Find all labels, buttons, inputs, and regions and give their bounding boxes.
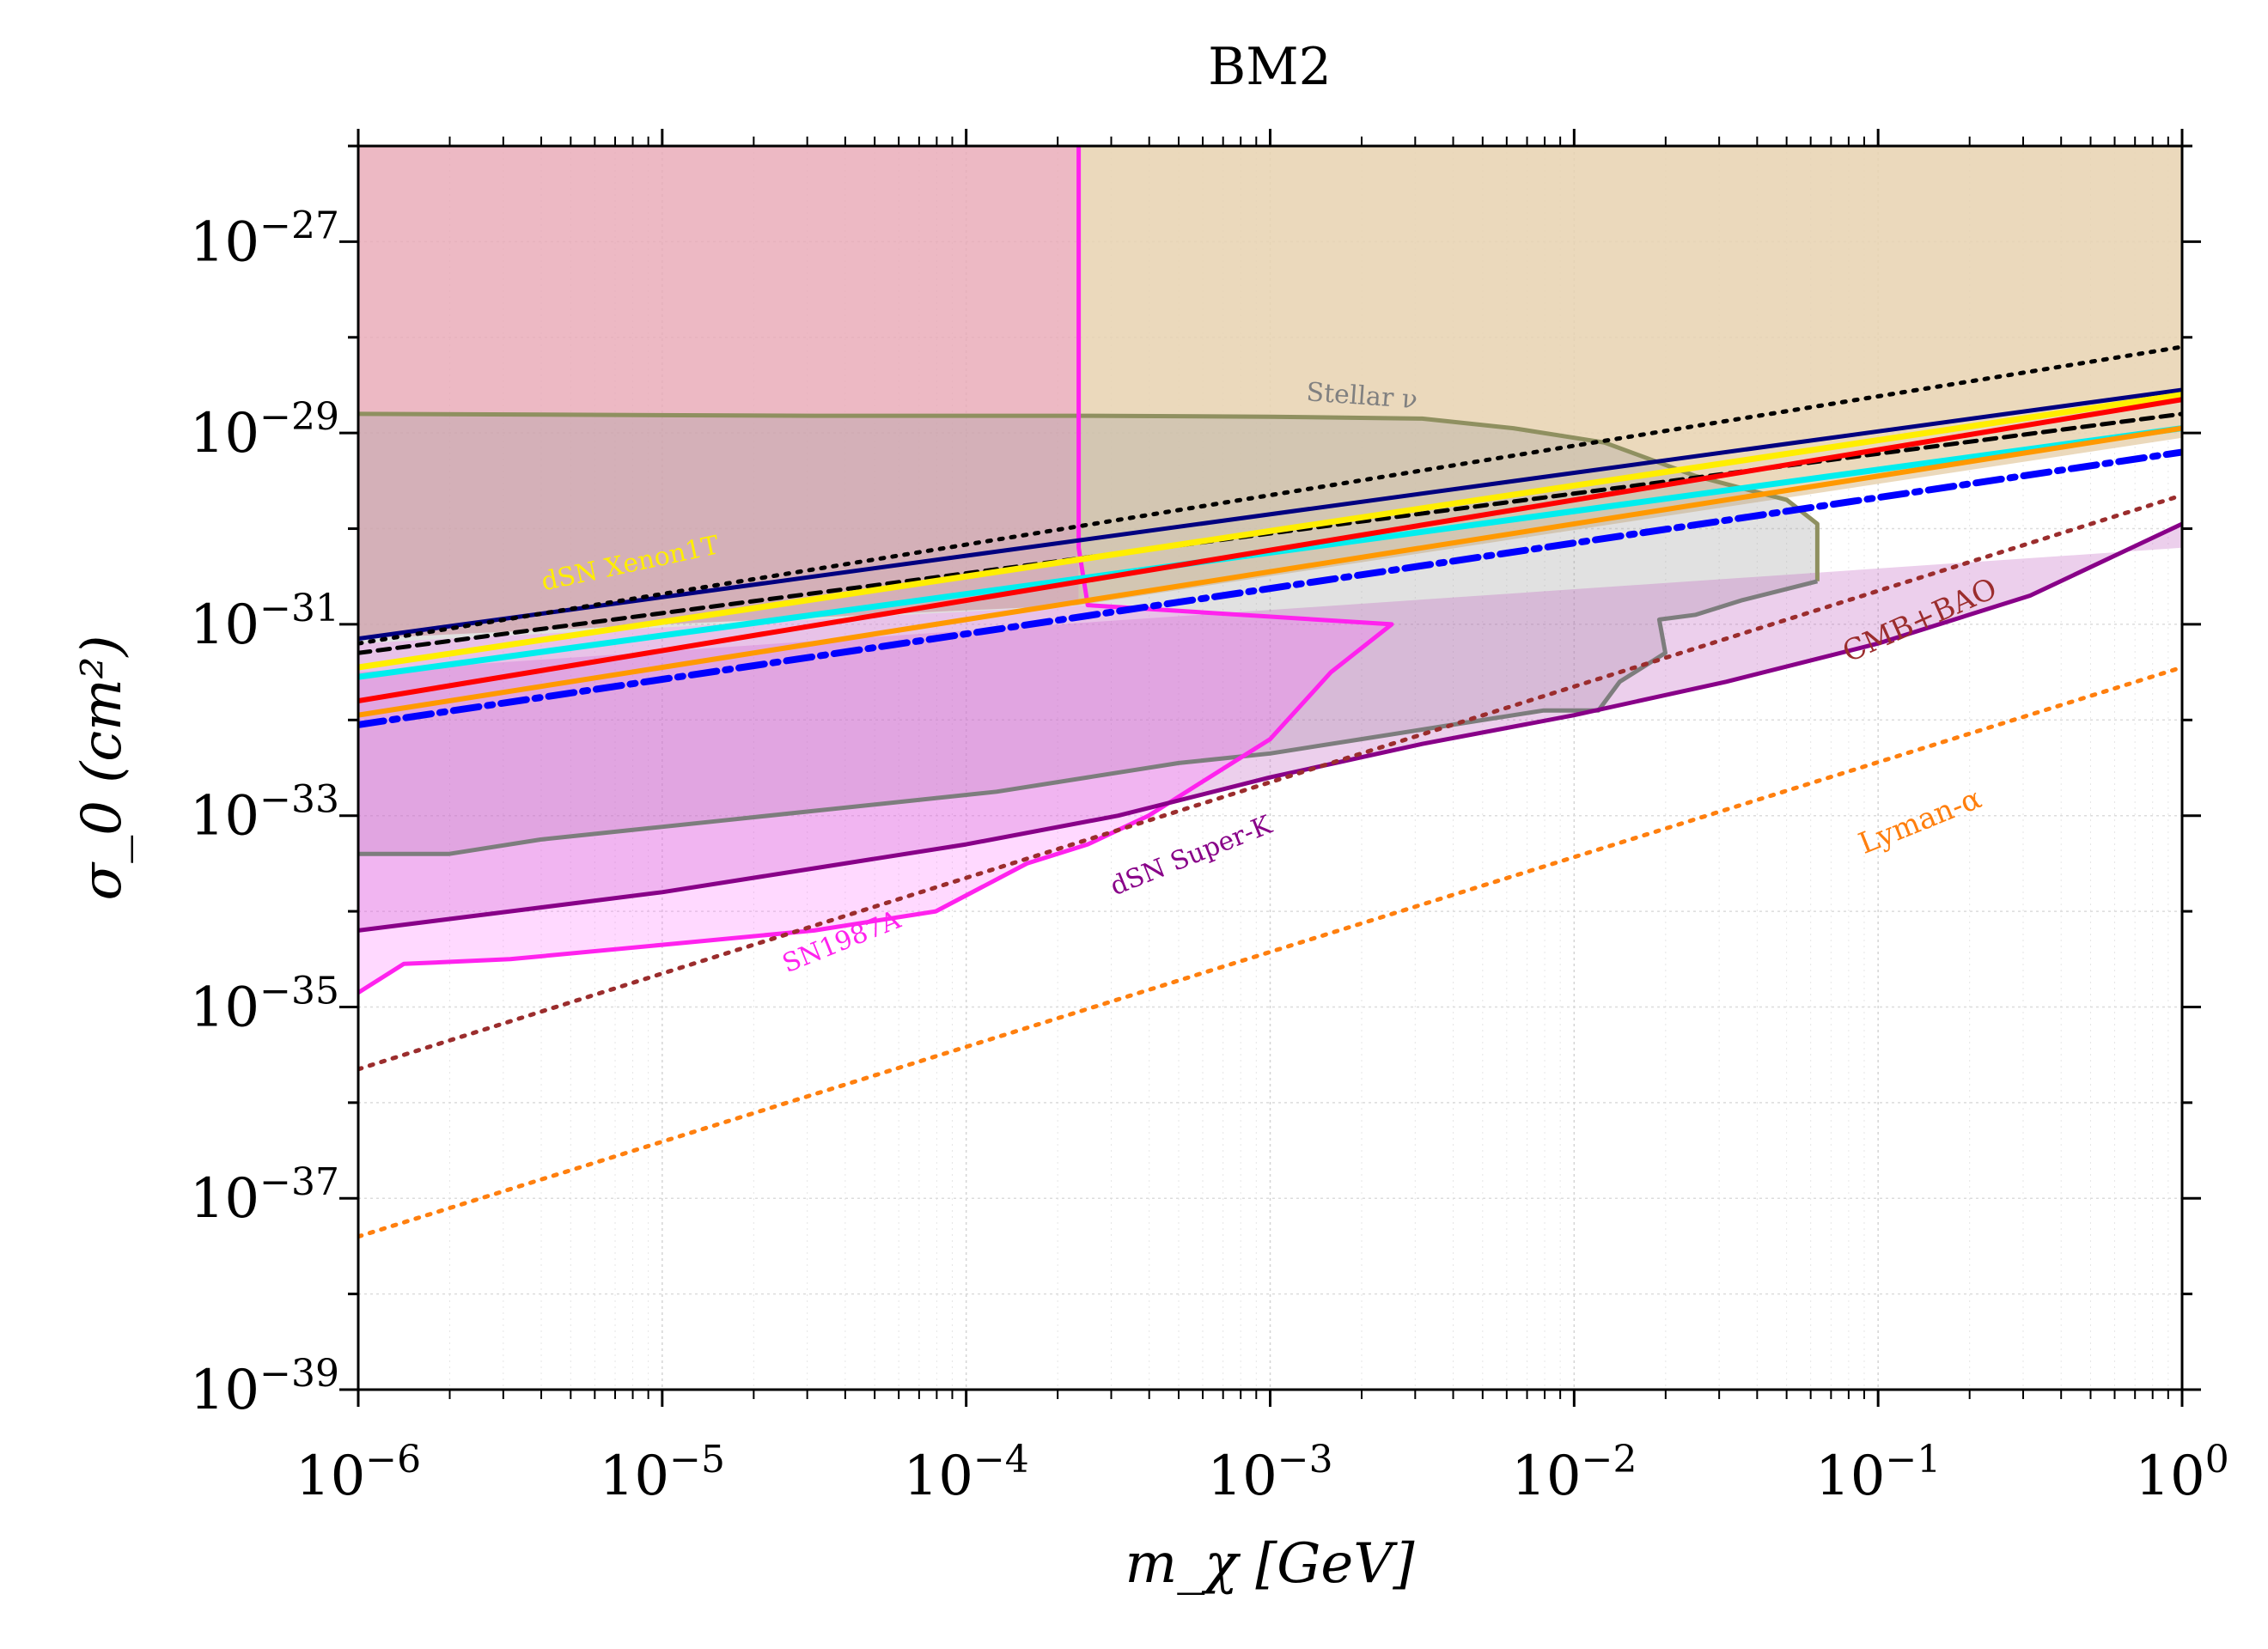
x-tick-label: 10−1: [1815, 1438, 1941, 1508]
ticks: [339, 129, 2201, 1407]
series-orange: [358, 425, 2182, 718]
y-tick-label: 10−31: [190, 587, 339, 657]
series: [358, 146, 2182, 1239]
chart-title: BM2: [1208, 37, 1332, 97]
region-dsn-superk: [358, 524, 2182, 931]
series-dsn-super-k: [358, 521, 2182, 933]
series-black-dotted: [358, 344, 2182, 646]
x-tick-label: 10−5: [600, 1438, 725, 1508]
tick-labels: 10−6 10−5 10−4 10−3 10−2 10−1 100 10−39 10−37 10−…: [190, 204, 2229, 1508]
x-tick-label: 100: [2135, 1438, 2228, 1508]
y-axis-label: σ_0 (cm²): [70, 636, 134, 901]
series-lyman-: [358, 665, 2182, 1239]
region-stellar-nu: [358, 413, 1818, 855]
x-axis-label: m_χ [GeV]: [1125, 1532, 1416, 1596]
y-tick-label: 10−29: [190, 395, 339, 465]
x-tick-label: 10−2: [1511, 1438, 1637, 1508]
x-tick-label: 10−4: [904, 1438, 1029, 1508]
series-red: [358, 397, 2182, 703]
y-tick-label: 10−37: [190, 1160, 339, 1231]
regions: [358, 146, 2182, 993]
region-excluded-red: [358, 146, 1079, 639]
series-yellow: [358, 392, 2182, 671]
y-tick-label: 10−35: [190, 969, 339, 1039]
series-stellar-lower: [358, 579, 1819, 856]
x-tick-label: 10−6: [296, 1438, 421, 1508]
series-navy: [358, 387, 2182, 642]
series-blue-dash-dot: [358, 448, 2182, 728]
x-tick-label: 10−3: [1207, 1438, 1332, 1508]
y-tick-label: 10−27: [190, 204, 339, 274]
y-tick-label: 10−33: [190, 778, 339, 849]
region-excluded-tan: [1078, 146, 2182, 605]
y-tick-label: 10−39: [190, 1352, 339, 1422]
